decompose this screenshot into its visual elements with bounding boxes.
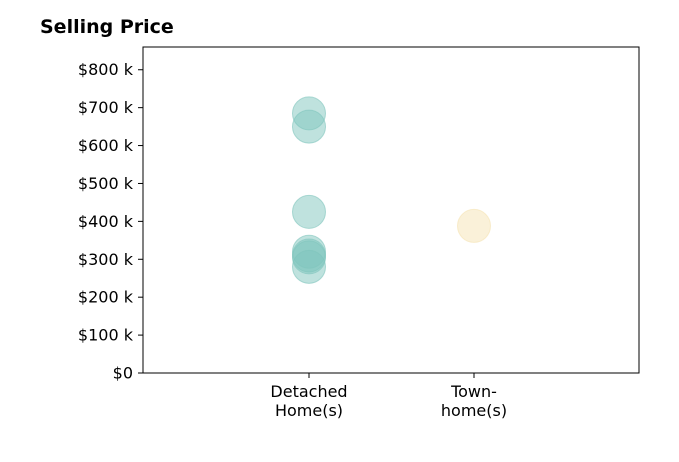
y-tick-label: $600 k: [78, 136, 134, 155]
chart-title: Selling Price: [40, 16, 174, 38]
y-tick-label: $400 k: [78, 212, 134, 231]
y-tick-label: $100 k: [78, 326, 134, 345]
x-tick-label: Detached Home(s): [270, 382, 347, 420]
y-tick-label: $700 k: [78, 98, 134, 117]
y-tick-label: $200 k: [78, 288, 134, 307]
data-point: [292, 194, 326, 229]
data-point: [457, 208, 491, 243]
data-point: [292, 109, 326, 144]
x-tick-label-line: Town-: [450, 382, 497, 401]
points-layer: [292, 96, 491, 284]
x-axis: Detached Home(s) Town-home(s): [270, 373, 507, 420]
y-tick-label: $300 k: [78, 250, 134, 269]
x-tick-label-line: Home(s): [275, 401, 343, 420]
data-point: [292, 249, 326, 284]
y-tick-label: $800 k: [78, 60, 134, 79]
x-tick-label-line: home(s): [441, 401, 507, 420]
x-tick-label: Town-home(s): [441, 382, 507, 420]
y-tick-label: $0: [113, 364, 133, 383]
plot-area-frame: [142, 46, 640, 374]
x-tick-label-line: Detached: [270, 382, 347, 401]
y-axis: $0 $100 k $200 k $300 k $400 k $500 k $600 k $7…: [78, 60, 143, 383]
y-tick-label: $500 k: [78, 174, 134, 193]
